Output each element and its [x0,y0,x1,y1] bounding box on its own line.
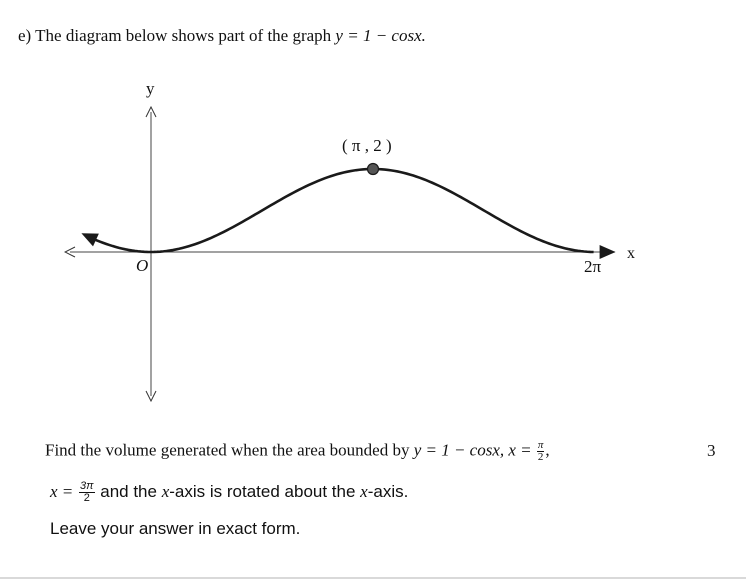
question-line-1: Find the volume generated when the area … [45,440,550,463]
fraction-denominator: 2 [537,451,544,463]
bounds-expression: y = 1 − cosx, x = [413,440,532,460]
question-text: Find the volume generated when the area … [45,440,410,460]
function-expression: y = 1 − cosx. [335,26,426,45]
variable-x: x [161,481,170,501]
instruction-text: Leave your answer in exact form. [50,519,301,538]
bottom-divider [0,577,746,579]
graph-svg: y x O 2π ( π , 2 ) [60,79,635,408]
curve-left-arrowhead [81,233,99,247]
variable-x: x [360,481,368,501]
x-end-label: 2π [584,257,602,276]
maximum-point-marker [366,162,380,176]
marks-value: 3 [707,441,716,460]
line2-text-c: -axis. [367,481,409,501]
line2-text-a: and the [100,481,157,501]
question-intro: e) The diagram below shows part of the g… [18,26,426,46]
y-axis-label: y [146,79,155,98]
line2-text-b: -axis is rotated about the [169,481,356,501]
x-axis-label: x [627,245,635,262]
comma: , [545,440,550,460]
fraction-denominator: 2 [83,492,90,504]
intro-text: The diagram below shows part of the grap… [35,26,332,45]
maximum-point-label: ( π , 2 ) [342,136,392,155]
origin-label: O [136,256,148,275]
part-label: e) [18,26,32,45]
question-line-2: x = 3π 2 and the x-axis is rotated about… [50,481,408,504]
cosine-curve [86,167,594,254]
curve-right-arrowhead [599,244,616,259]
fraction-numerator: 3π [79,480,95,493]
fraction-pi-over-2: π 2 [536,439,545,463]
fraction-numerator: π [536,439,545,452]
fraction-3pi-over-2: 3π 2 [79,481,95,504]
x-equals: x = [50,481,74,501]
graph-diagram: y x O 2π ( π , 2 ) [60,78,650,408]
